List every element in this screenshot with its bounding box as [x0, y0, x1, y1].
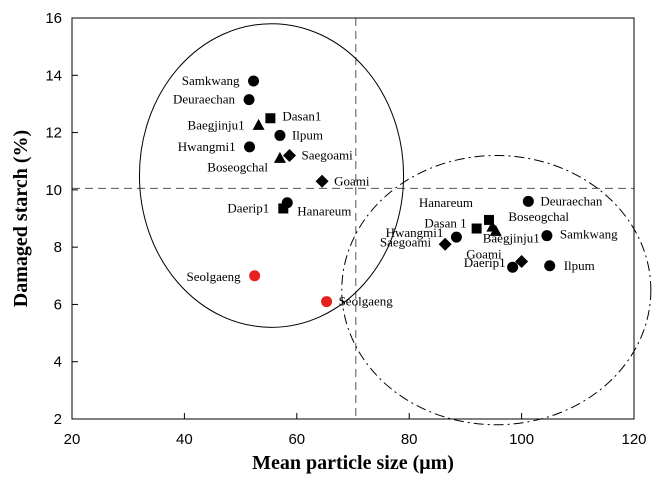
point-label: Ilpum: [564, 258, 595, 273]
y-tick-label: 10: [45, 182, 62, 199]
data-points: Samkwang Deuraechan Dasan1 Baegjinju1 Ilpum H…: [173, 73, 618, 309]
point-label: Seolgaeng: [339, 294, 394, 309]
point-label: Seolgaeng: [186, 269, 241, 284]
x-axis-title: Mean particle size (μm): [252, 452, 454, 474]
x-tick-label: 100: [509, 431, 534, 448]
point-hanareum: [281, 197, 293, 209]
point-baegjinju1: [252, 118, 265, 130]
point-label: Dasan 1: [424, 216, 466, 231]
y-tick-label: 12: [45, 125, 62, 142]
point-label: Ilpum: [292, 127, 323, 142]
point-daerip1: [507, 261, 519, 273]
y-tick-label: 14: [45, 67, 62, 84]
point-label: Goami: [466, 246, 502, 261]
point-baegjinju1: [489, 224, 502, 236]
y-tick-label: 4: [54, 354, 62, 371]
point-label: Daerip1: [464, 255, 506, 270]
point-samkwang: [248, 75, 260, 87]
point-deuraechan: [522, 195, 534, 207]
point-dasan-1: [471, 223, 482, 234]
point-boseogchal: [273, 151, 286, 163]
point-label: Goami: [334, 173, 370, 188]
point-deuraechan: [243, 94, 255, 106]
group-ellipse-2: [341, 154, 652, 426]
x-tick-label: 20: [64, 431, 81, 448]
point-dasan1: [265, 113, 276, 124]
point-hanareum: [484, 214, 495, 225]
x-tick-label: 120: [621, 431, 646, 448]
point-label: Hwangmi1: [386, 225, 444, 240]
point-daerip1: [278, 203, 289, 214]
point-hwangmi1: [450, 231, 462, 243]
y-tick-label: 8: [54, 239, 62, 256]
point-saegoami: [438, 237, 452, 251]
y-axis-title: Damaged starch (%): [10, 130, 32, 307]
point-ilpum: [544, 260, 556, 272]
x-tick-label: 80: [401, 431, 418, 448]
group-ellipse-1: [138, 23, 405, 328]
point-samkwang: [541, 230, 553, 242]
x-tick-label: 40: [176, 431, 193, 448]
y-tick-label: 16: [45, 10, 62, 27]
point-label: Baegjinju1: [483, 230, 540, 245]
point-label: Samkwang: [560, 227, 618, 242]
point-goami: [515, 254, 529, 268]
point-label: Daerip1: [227, 200, 269, 215]
point-label: Hanareum: [297, 204, 351, 219]
point-seolgaeng: [249, 270, 261, 282]
x-tick-label: 60: [288, 431, 305, 448]
point-label: Hanareum: [419, 195, 473, 210]
y-tick-label: 6: [54, 296, 62, 313]
point-label: Samkwang: [182, 73, 240, 88]
point-label: Saegoami: [380, 234, 432, 249]
point-label: Dasan1: [282, 108, 321, 123]
plot-frame: [71, 17, 635, 420]
point-seolgaeng: [321, 296, 333, 308]
x-axis: 20 40 60 80 100 120: [64, 413, 647, 448]
plot-area: [72, 18, 652, 426]
point-goami: [315, 174, 329, 188]
point-saegoami: [282, 148, 296, 162]
point-label: Boseogchal: [508, 209, 569, 224]
point-label: Boseogchal: [207, 159, 268, 174]
y-axis: 2 4 6 8 10 12 14 16: [45, 10, 78, 428]
point-label: Deuraechan: [540, 193, 603, 208]
point-label: Deuraechan: [173, 92, 236, 107]
point-label: Saegoami: [301, 147, 353, 162]
point-label: Baegjinju1: [188, 117, 245, 132]
y-tick-label: 2: [54, 411, 62, 428]
point-ilpum: [274, 129, 286, 141]
point-hwangmi1: [244, 141, 256, 153]
point-label: Hwangmi1: [178, 139, 236, 154]
